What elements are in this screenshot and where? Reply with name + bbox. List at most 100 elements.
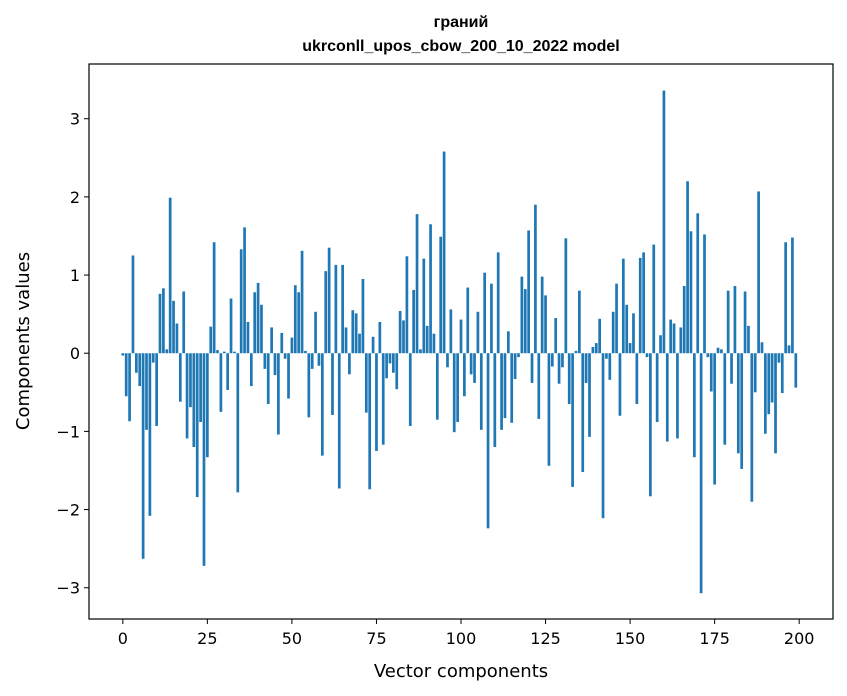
bar	[452, 353, 456, 433]
bar	[429, 224, 432, 354]
bar	[246, 321, 250, 354]
bar	[398, 311, 402, 354]
bar	[155, 353, 158, 426]
x-axis-ticks: 0 25 50 75 100 125 150 175 200	[118, 619, 814, 648]
bar	[723, 353, 727, 445]
bar	[260, 304, 263, 354]
bar	[493, 353, 497, 448]
bar	[283, 353, 287, 359]
bar	[564, 238, 568, 354]
bar	[743, 291, 747, 354]
bar	[672, 323, 676, 354]
bar	[195, 353, 199, 498]
bar	[574, 350, 578, 354]
bar	[226, 353, 230, 390]
bar	[561, 353, 564, 368]
bar	[446, 353, 449, 368]
bar	[506, 331, 510, 354]
x-tick-label: 150	[615, 629, 646, 648]
bar	[787, 345, 791, 354]
bar	[486, 353, 490, 529]
bar	[662, 90, 666, 354]
bar	[706, 353, 710, 358]
bar	[642, 252, 645, 354]
x-tick-label: 100	[446, 629, 477, 648]
bar	[337, 353, 341, 489]
bar	[780, 353, 784, 394]
bar	[158, 293, 162, 354]
bar	[625, 304, 629, 354]
bar	[310, 353, 314, 369]
bar	[175, 323, 179, 354]
bar	[192, 353, 196, 448]
bar	[571, 353, 574, 487]
bar	[405, 256, 409, 354]
y-tick-label: 0	[70, 344, 80, 363]
bar	[665, 353, 669, 442]
bar	[249, 353, 253, 387]
bar	[263, 353, 267, 369]
bar	[348, 353, 351, 375]
bar	[300, 250, 304, 354]
chart-title: граний	[434, 14, 489, 31]
bar	[608, 353, 612, 380]
bar	[517, 353, 520, 358]
bar	[121, 353, 125, 356]
bar	[375, 353, 378, 451]
bar	[740, 353, 744, 469]
bar	[229, 298, 233, 354]
bar	[162, 288, 165, 354]
bar	[412, 289, 416, 354]
bar	[459, 319, 463, 354]
bar	[178, 353, 182, 402]
bar	[628, 343, 632, 354]
bar	[679, 327, 683, 354]
bar	[131, 255, 135, 354]
bar	[730, 353, 733, 384]
bar	[189, 353, 192, 408]
bar	[469, 353, 473, 375]
bar	[591, 346, 595, 354]
bar	[331, 353, 334, 415]
bar	[686, 181, 689, 354]
x-tick-label: 125	[530, 629, 561, 648]
y-axis-ticks: −3 −2 −1 0 1 2 3	[56, 110, 89, 598]
bar	[364, 353, 368, 413]
bar	[638, 257, 642, 354]
bar	[243, 227, 246, 354]
bar	[314, 311, 317, 354]
bar	[435, 353, 439, 420]
bar	[500, 353, 503, 430]
bar	[530, 353, 534, 383]
bar	[151, 353, 155, 363]
bar	[537, 353, 541, 419]
bar	[490, 283, 493, 354]
bar	[341, 264, 344, 354]
bar	[689, 231, 693, 354]
bar	[415, 214, 419, 354]
chart-subtitle: ukrconll_upos_cbow_200_10_2022 model	[302, 38, 619, 55]
bar	[206, 353, 209, 458]
bar	[168, 197, 172, 354]
bar	[476, 311, 480, 354]
bar	[270, 327, 273, 354]
bar	[784, 242, 788, 354]
bar	[794, 353, 798, 388]
y-tick-label: 1	[70, 266, 80, 285]
bar	[692, 353, 696, 458]
bar	[439, 236, 443, 354]
bar	[212, 242, 216, 354]
bar	[209, 326, 213, 354]
bar	[716, 347, 720, 354]
bar	[510, 353, 514, 423]
bar	[324, 271, 328, 354]
bar	[320, 353, 324, 456]
bar	[479, 353, 483, 430]
bar	[669, 319, 673, 354]
bar	[659, 335, 662, 354]
bar	[381, 353, 385, 445]
bar	[676, 353, 679, 439]
bar	[392, 353, 395, 373]
bar	[709, 353, 713, 392]
